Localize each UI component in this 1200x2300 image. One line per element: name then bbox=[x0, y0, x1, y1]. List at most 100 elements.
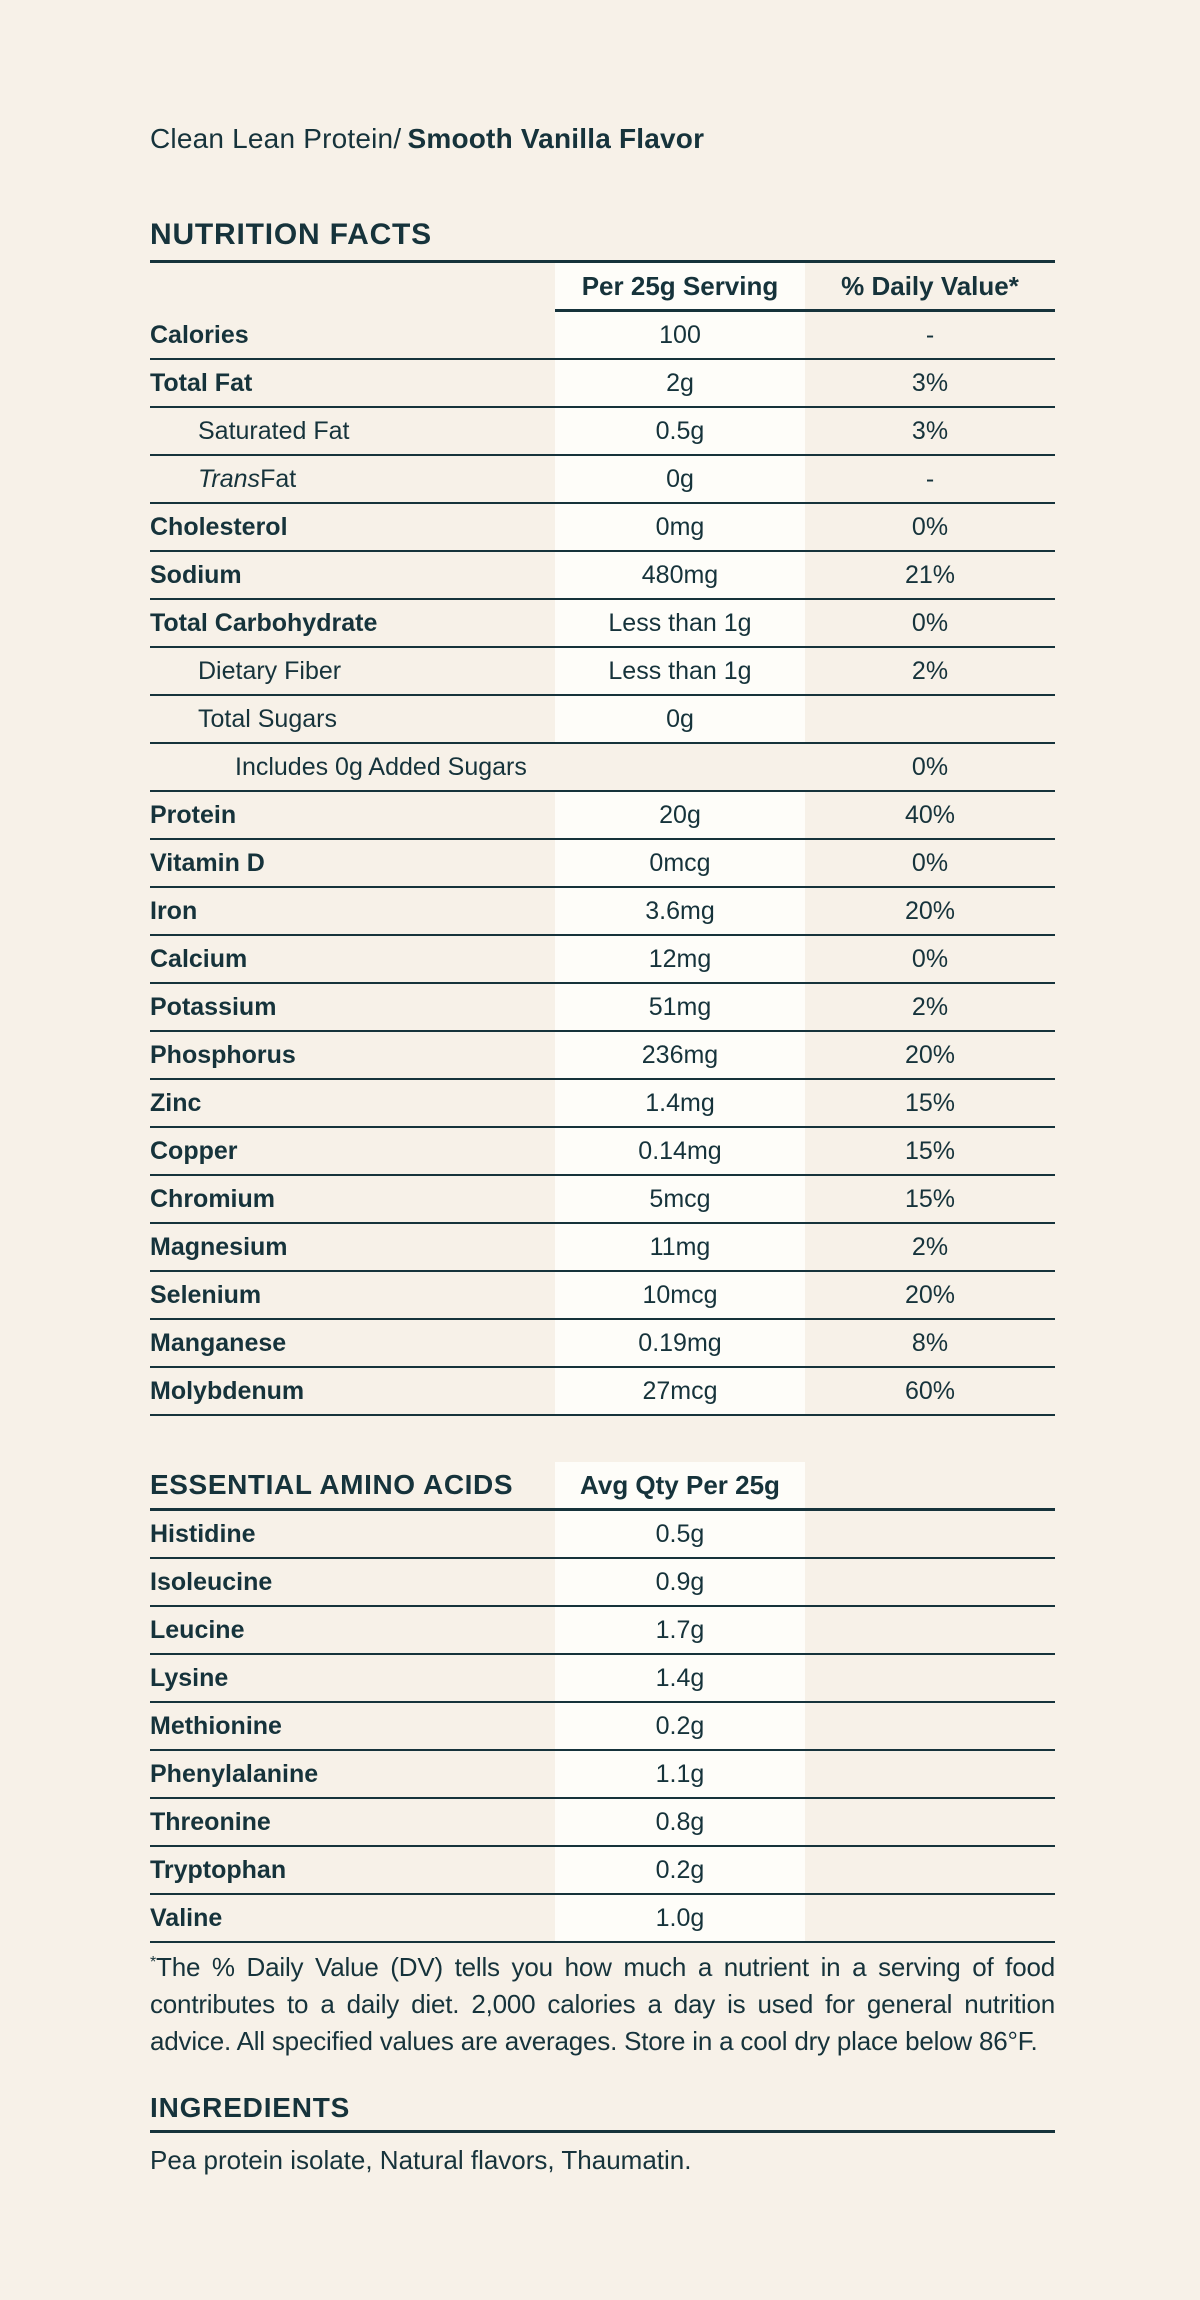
footnote-asterisk: * bbox=[150, 1954, 157, 1971]
product-flavor: Smooth Vanilla Flavor bbox=[407, 123, 705, 154]
nutrient-daily-value: 2% bbox=[911, 992, 949, 1021]
nutrient-daily-value: 20% bbox=[904, 1040, 956, 1069]
nutrient-daily-value: 15% bbox=[904, 1184, 956, 1213]
nutrient-daily-value: 2% bbox=[911, 656, 949, 685]
column-header-avg-qty: Avg Qty Per 25g bbox=[555, 1462, 805, 1508]
table-row: Threonine 0.8g bbox=[150, 1799, 1055, 1847]
table-row: Tryptophan 0.2g bbox=[150, 1847, 1055, 1895]
nutrient-amount: 0mcg bbox=[555, 840, 805, 886]
nutrition-table-header-row: Per 25g Serving % Daily Value* bbox=[150, 263, 1055, 309]
nutrient-amount: 0.14mg bbox=[555, 1128, 805, 1174]
nutrient-daily-value: 8% bbox=[911, 1328, 949, 1357]
nutrient-daily-value: 3% bbox=[911, 416, 949, 445]
nutrient-label: Magnesium bbox=[150, 1232, 288, 1261]
table-row: Zinc 1.4mg 15% bbox=[150, 1080, 1055, 1128]
amino-header-spacer bbox=[805, 1462, 1055, 1508]
nutrient-label: Molybdenum bbox=[150, 1376, 305, 1405]
nutrient-label: Total Sugars bbox=[198, 704, 337, 733]
amino-acid-amount: 0.2g bbox=[555, 1703, 805, 1749]
nutrient-daily-value: - bbox=[925, 464, 935, 493]
daily-value-footnote: *The % Daily Value (DV) tells you how mu… bbox=[150, 1949, 1055, 2060]
nutrient-amount bbox=[555, 744, 805, 790]
nutrient-label: Vitamin D bbox=[150, 848, 265, 877]
table-row: Phosphorus 236mg 20% bbox=[150, 1032, 1055, 1080]
nutrient-label: Iron bbox=[150, 896, 198, 925]
nutrient-label: Saturated Fat bbox=[198, 416, 350, 445]
header-spacer bbox=[150, 263, 555, 309]
nutrient-amount: 51mg bbox=[555, 984, 805, 1030]
label-panel: Clean Lean Protein/Smooth Vanilla Flavor… bbox=[150, 0, 1055, 2177]
nutrient-label: Calories bbox=[150, 320, 249, 349]
table-row: Total Fat 2g 3% bbox=[150, 360, 1055, 408]
table-row: Cholesterol 0mg 0% bbox=[150, 504, 1055, 552]
nutrient-daily-value: 0% bbox=[911, 944, 949, 973]
amino-acid-label: Histidine bbox=[150, 1519, 256, 1548]
table-row: Sodium 480mg 21% bbox=[150, 552, 1055, 600]
amino-acids-header-row: ESSENTIAL AMINO ACIDS Avg Qty Per 25g bbox=[150, 1462, 1055, 1508]
nutrient-amount: 2g bbox=[555, 360, 805, 406]
nutrient-amount: 0.19mg bbox=[555, 1320, 805, 1366]
amino-acid-spacer bbox=[805, 1895, 1055, 1941]
nutrient-label: Trans Fat bbox=[198, 464, 297, 493]
nutrient-daily-value: 0% bbox=[911, 512, 949, 541]
nutrient-daily-value: 0% bbox=[911, 848, 949, 877]
amino-acids-rows: Histidine 0.5g Isoleucine 0.9g Leucine 1.7g Ly… bbox=[150, 1511, 1055, 1943]
table-row: Copper 0.14mg 15% bbox=[150, 1128, 1055, 1176]
ingredients-rule bbox=[150, 2130, 1055, 2133]
nutrition-table-top-rule bbox=[150, 260, 1055, 263]
amino-acid-label: Valine bbox=[150, 1903, 223, 1932]
table-row: Calcium 12mg 0% bbox=[150, 936, 1055, 984]
amino-acid-amount: 1.4g bbox=[555, 1655, 805, 1701]
amino-acid-amount: 1.0g bbox=[555, 1895, 805, 1941]
nutrient-amount: 3.6mg bbox=[555, 888, 805, 934]
nutrient-label: Calcium bbox=[150, 944, 248, 973]
nutrient-amount: 480mg bbox=[555, 552, 805, 598]
table-row: Isoleucine 0.9g bbox=[150, 1559, 1055, 1607]
nutrient-label: Chromium bbox=[150, 1184, 275, 1213]
nutrient-daily-value: 0% bbox=[911, 752, 949, 781]
footnote-text: The % Daily Value (DV) tells you how muc… bbox=[150, 1952, 1055, 2056]
table-row: Trans Fat 0g - bbox=[150, 456, 1055, 504]
table-row: Methionine 0.2g bbox=[150, 1703, 1055, 1751]
nutrient-daily-value bbox=[805, 696, 1055, 742]
amino-acid-amount: 1.7g bbox=[555, 1607, 805, 1653]
nutrition-header-rule bbox=[555, 309, 1055, 312]
nutrient-label: Potassium bbox=[150, 992, 277, 1021]
amino-acid-spacer bbox=[805, 1703, 1055, 1749]
nutrient-amount: 5mcg bbox=[555, 1176, 805, 1222]
nutrient-daily-value: 3% bbox=[911, 368, 949, 397]
nutrition-facts-heading: NUTRITION FACTS bbox=[150, 218, 432, 251]
amino-acid-spacer bbox=[805, 1559, 1055, 1605]
table-row: Total Sugars 0g bbox=[150, 696, 1055, 744]
italic-label-part: Trans bbox=[198, 464, 261, 493]
nutrient-amount: 236mg bbox=[555, 1032, 805, 1078]
nutrient-amount: 0mg bbox=[555, 504, 805, 550]
amino-acid-label: Threonine bbox=[150, 1807, 271, 1836]
nutrition-facts-table: Per 25g Serving % Daily Value* Calories 1… bbox=[150, 263, 1055, 1416]
nutrient-amount: 0g bbox=[555, 456, 805, 502]
amino-acid-spacer bbox=[805, 1607, 1055, 1653]
amino-acid-amount: 0.8g bbox=[555, 1799, 805, 1845]
nutrient-amount: Less than 1g bbox=[555, 600, 805, 646]
nutrient-daily-value: 21% bbox=[904, 560, 956, 589]
nutrient-label: Phosphorus bbox=[150, 1040, 296, 1069]
column-header-serving: Per 25g Serving bbox=[555, 263, 805, 309]
amino-acid-amount: 0.2g bbox=[555, 1847, 805, 1893]
amino-acid-amount: 0.9g bbox=[555, 1559, 805, 1605]
amino-acid-spacer bbox=[805, 1655, 1055, 1701]
amino-acid-spacer bbox=[805, 1751, 1055, 1797]
product-name: Clean Lean Protein/ bbox=[150, 123, 402, 154]
nutrient-label: Zinc bbox=[150, 1088, 202, 1117]
nutrient-daily-value: 15% bbox=[904, 1136, 956, 1165]
nutrient-amount: 0g bbox=[555, 696, 805, 742]
nutrient-daily-value: 60% bbox=[904, 1376, 956, 1405]
amino-acid-label: Phenylalanine bbox=[150, 1759, 319, 1788]
nutrient-amount: 1.4mg bbox=[555, 1080, 805, 1126]
nutrient-daily-value: 20% bbox=[904, 896, 956, 925]
table-row: Iron 3.6mg 20% bbox=[150, 888, 1055, 936]
table-row: Protein 20g 40% bbox=[150, 792, 1055, 840]
column-header-daily-value: % Daily Value* bbox=[841, 270, 1019, 301]
nutrition-rows: Calories 100 - Total Fat 2g 3% Saturated Fat 0.… bbox=[150, 312, 1055, 1416]
nutrient-label: Sodium bbox=[150, 560, 242, 589]
table-row: Includes 0g Added Sugars 0% bbox=[150, 744, 1055, 792]
